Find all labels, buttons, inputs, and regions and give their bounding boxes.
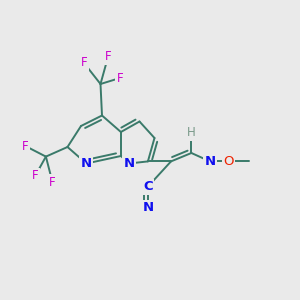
Text: F: F bbox=[117, 71, 123, 85]
Text: N: N bbox=[81, 157, 92, 170]
Text: F: F bbox=[105, 50, 111, 64]
Text: H: H bbox=[187, 126, 196, 139]
Text: N: N bbox=[204, 155, 216, 168]
Text: F: F bbox=[32, 169, 39, 182]
Text: F: F bbox=[49, 176, 56, 189]
Text: N: N bbox=[142, 201, 154, 214]
Text: C: C bbox=[143, 180, 153, 193]
Text: N: N bbox=[123, 157, 135, 170]
Text: O: O bbox=[223, 155, 234, 168]
Text: F: F bbox=[81, 56, 87, 70]
Text: F: F bbox=[22, 140, 29, 153]
